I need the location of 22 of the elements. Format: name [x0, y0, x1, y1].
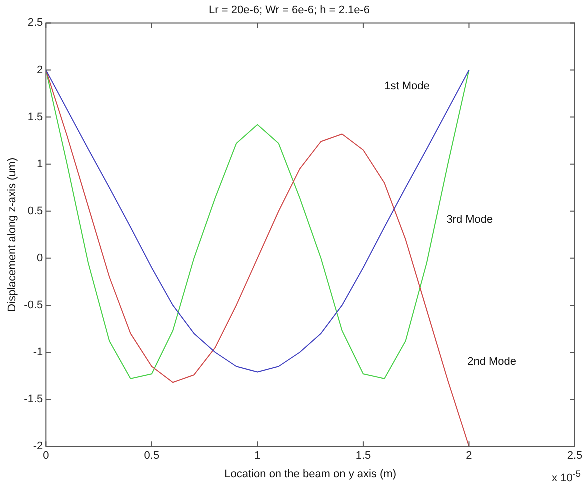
- x-tick-label: 1.5: [356, 450, 372, 462]
- y-tick-label: 0.5: [28, 205, 44, 218]
- y-tick-label: 2: [37, 64, 44, 76]
- text: 2nd Mode: [468, 356, 517, 368]
- y-tick-label: 1.5: [28, 111, 44, 124]
- x-tick-label: 1: [254, 450, 261, 462]
- y-tick-label: -0.5: [24, 300, 44, 312]
- text: 1st Mode: [384, 80, 430, 92]
- series-label: 3rd Mode: [446, 214, 494, 226]
- chart-title: Lr = 20e-6; Wr = 6e-6; h = 2.1e-6: [209, 4, 370, 17]
- y-tick-label: 1: [37, 158, 44, 170]
- y-tick-label: -2: [33, 440, 44, 453]
- text: x 10$^{-5}$: [552, 469, 581, 485]
- y-axis-title: Displacement along z-axis (um): [6, 158, 19, 312]
- x-tick-label: 0.5: [144, 450, 160, 462]
- y-tick-label: 0: [37, 252, 44, 264]
- x-tick-label: 2.5: [567, 450, 583, 462]
- x-tick-label: 2: [466, 450, 472, 462]
- y-tick-label: -1.5: [24, 394, 44, 406]
- y-tick-label: -1: [33, 346, 44, 359]
- x-axis-title: Location on the beam on y axis (m): [224, 468, 396, 480]
- y-tick-label: 2.5: [28, 17, 44, 30]
